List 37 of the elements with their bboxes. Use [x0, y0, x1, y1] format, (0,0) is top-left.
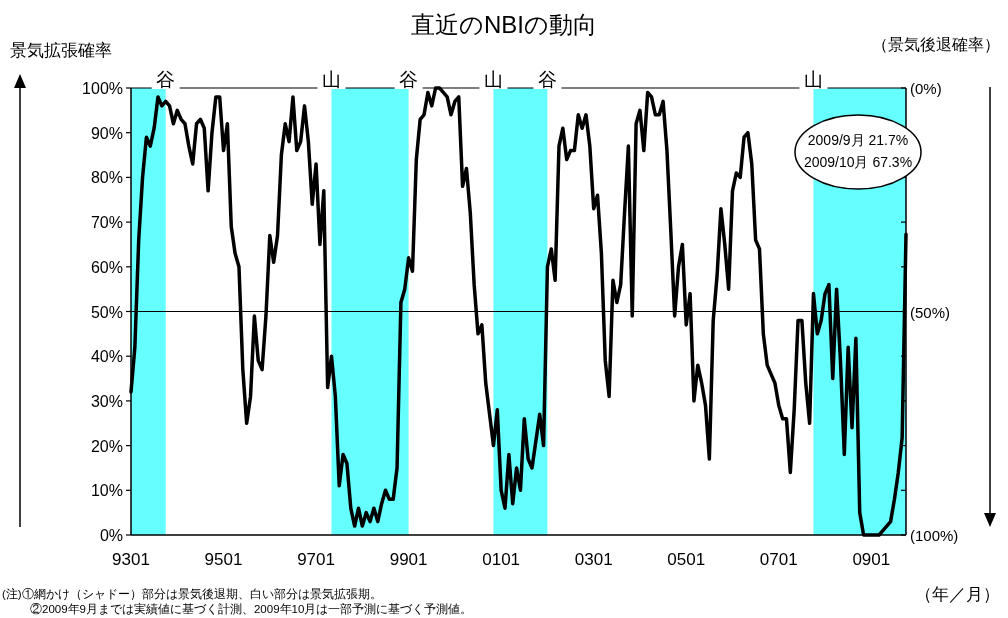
- x-tick-label: 0301: [574, 550, 613, 569]
- y-tick-label: 20%: [90, 437, 123, 455]
- annotation: 谷: [156, 69, 176, 90]
- annotation: 山: [803, 69, 823, 90]
- annotation: 山: [322, 69, 341, 90]
- text: ②2009年9月までは実績値に基づく計測、2009年10月は一部予測に基づく予測値。: [30, 602, 473, 616]
- x-tick-label: 0101: [482, 550, 521, 569]
- x-tick-label: 9701: [297, 550, 335, 569]
- annotation: 2009/10月 67.3%: [803, 154, 913, 170]
- y-tick-label: 70%: [90, 214, 123, 232]
- y-tick-label: 0%: [99, 527, 123, 544]
- y2-tick-label: (0%): [910, 80, 942, 97]
- x-tick-label: 9501: [204, 550, 243, 569]
- y-tick-label: 100%: [82, 80, 123, 97]
- y2-tick-label: (50%): [910, 303, 951, 321]
- y-tick-label: 90%: [90, 124, 123, 142]
- y-tick-label: 50%: [90, 303, 123, 321]
- annotation: 山: [483, 69, 503, 90]
- y2-tick-label: (100%): [910, 527, 959, 544]
- text: (注)①網かけ（シャドー）部分は景気後退期、白い部分は景気拡張期。: [2, 587, 382, 601]
- annotation: 谷: [399, 69, 419, 90]
- x-tick-label: 0501: [667, 550, 706, 569]
- y-tick-label: 30%: [90, 392, 123, 410]
- y-axis-title: 景気拡張確率: [10, 41, 112, 60]
- y-tick-label: 40%: [90, 348, 123, 366]
- chart-title: 直近のNBIの動向: [410, 11, 598, 38]
- x-axis-title: （年／月）: [915, 585, 1000, 604]
- x-tick-label: 9301: [112, 550, 150, 569]
- annotation: 谷: [537, 69, 557, 90]
- x-tick-label: 0701: [759, 550, 798, 569]
- x-tick-label: 9901: [389, 550, 428, 569]
- y-tick-label: 80%: [90, 169, 123, 187]
- y-tick-label: 10%: [90, 482, 123, 500]
- x-tick-label: 0901: [852, 550, 891, 569]
- y-tick-label: 60%: [90, 258, 123, 276]
- annotation: 2009/9月 21.7%: [807, 132, 909, 148]
- y2-axis-title: （景気後退確率）: [872, 36, 1000, 53]
